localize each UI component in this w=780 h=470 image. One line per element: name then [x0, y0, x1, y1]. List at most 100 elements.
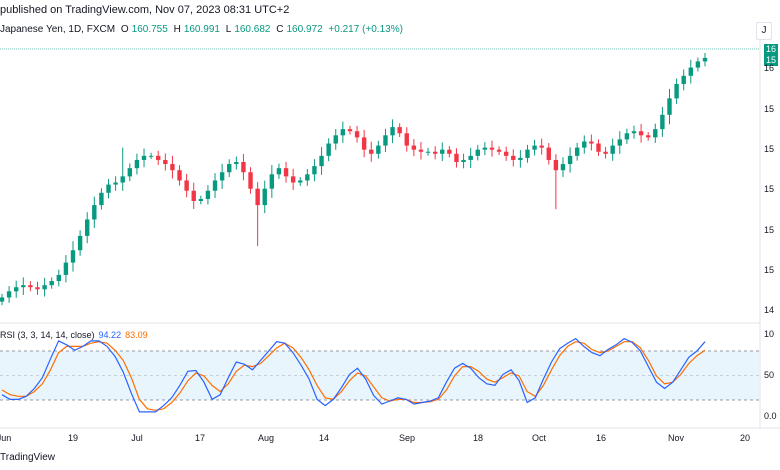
candle-body[interactable]: [77, 235, 83, 251]
candle-body[interactable]: [496, 149, 502, 152]
candle-body[interactable]: [482, 147, 488, 150]
candle-body[interactable]: [85, 219, 90, 236]
candle-body[interactable]: [567, 155, 573, 165]
candle-body[interactable]: [113, 182, 118, 185]
candle-body[interactable]: [28, 285, 33, 288]
candle-body[interactable]: [447, 149, 452, 154]
candle-body[interactable]: [319, 155, 324, 167]
candle-body[interactable]: [397, 127, 402, 134]
candle-body[interactable]: [546, 147, 551, 160]
candle-body[interactable]: [489, 147, 495, 150]
candle-body[interactable]: [369, 149, 374, 154]
candle-body[interactable]: [6, 291, 12, 298]
candle-body[interactable]: [695, 61, 701, 68]
candle-body[interactable]: [326, 143, 331, 156]
candle-body[interactable]: [120, 176, 125, 183]
candle-body[interactable]: [361, 137, 367, 150]
candle-body[interactable]: [582, 141, 587, 148]
candle-body[interactable]: [14, 287, 19, 292]
candle-body[interactable]: [617, 139, 622, 146]
candle-body[interactable]: [205, 190, 211, 199]
candle-body[interactable]: [653, 129, 658, 138]
candle-body[interactable]: [248, 172, 253, 189]
candle-body[interactable]: [283, 168, 289, 177]
candle-body[interactable]: [305, 174, 310, 181]
candle-body[interactable]: [638, 131, 644, 136]
candle-body[interactable]: [560, 164, 566, 171]
candle-body[interactable]: [92, 205, 97, 220]
candle-body[interactable]: [56, 274, 62, 282]
candle-body[interactable]: [574, 147, 580, 156]
candle-body[interactable]: [553, 159, 559, 171]
candle-body[interactable]: [106, 184, 111, 193]
candle-body[interactable]: [212, 180, 218, 191]
candle-body[interactable]: [333, 135, 338, 144]
candle-body[interactable]: [511, 155, 516, 160]
candle-body[interactable]: [589, 141, 594, 144]
candle-body[interactable]: [42, 285, 47, 290]
candle-body[interactable]: [425, 151, 431, 153]
candle-body[interactable]: [383, 135, 388, 146]
candle-body[interactable]: [227, 164, 232, 173]
candle-body[interactable]: [312, 166, 317, 175]
candle-body[interactable]: [184, 180, 189, 191]
candle-body[interactable]: [340, 129, 346, 136]
candle-body[interactable]: [660, 114, 665, 130]
candle-body[interactable]: [596, 143, 601, 152]
candle-body[interactable]: [645, 135, 651, 138]
candle-body[interactable]: [298, 180, 303, 183]
candle-body[interactable]: [141, 155, 147, 160]
candle-body[interactable]: [525, 149, 530, 158]
candle-body[interactable]: [170, 164, 175, 171]
candle-body[interactable]: [347, 129, 353, 132]
candle-body[interactable]: [63, 262, 69, 275]
candle-body[interactable]: [503, 151, 509, 156]
candle-body[interactable]: [610, 145, 615, 154]
candle-body[interactable]: [631, 131, 637, 134]
candle-body[interactable]: [468, 155, 473, 160]
candle-body[interactable]: [70, 250, 76, 263]
candle-body[interactable]: [702, 57, 708, 62]
candle-body[interactable]: [539, 145, 544, 148]
candle-body[interactable]: [667, 98, 672, 115]
candle-body[interactable]: [681, 75, 686, 84]
candle-body[interactable]: [49, 281, 54, 286]
candle-body[interactable]: [163, 159, 168, 165]
price-pane[interactable]: [0, 40, 760, 323]
candle-body[interactable]: [390, 127, 395, 136]
candle-body[interactable]: [198, 198, 204, 201]
candle-body[interactable]: [241, 162, 246, 173]
candle-body[interactable]: [191, 190, 196, 201]
candle-body[interactable]: [432, 151, 438, 154]
candle-body[interactable]: [354, 131, 360, 138]
candle-body[interactable]: [0, 297, 5, 302]
candle-body[interactable]: [99, 192, 104, 206]
candle-body[interactable]: [376, 145, 381, 154]
candle-body[interactable]: [461, 159, 466, 162]
candle-body[interactable]: [21, 285, 26, 288]
candle-body[interactable]: [454, 153, 459, 162]
candle-body[interactable]: [674, 84, 679, 99]
candle-body[interactable]: [290, 176, 296, 183]
candle-body[interactable]: [603, 151, 608, 154]
candle-body[interactable]: [276, 168, 282, 175]
candle-body[interactable]: [148, 155, 154, 157]
candle-body[interactable]: [234, 162, 239, 165]
candle-body[interactable]: [418, 149, 424, 152]
candle-body[interactable]: [127, 168, 133, 177]
candle-body[interactable]: [177, 170, 182, 181]
candle-body[interactable]: [269, 174, 275, 189]
candle-body[interactable]: [624, 133, 630, 140]
candle-body[interactable]: [532, 145, 537, 150]
top-right-button[interactable]: J: [756, 22, 772, 40]
candle-body[interactable]: [404, 133, 409, 146]
candle-body[interactable]: [35, 287, 40, 290]
candle-body[interactable]: [134, 159, 140, 169]
candle-body[interactable]: [219, 172, 225, 181]
candle-body[interactable]: [255, 188, 260, 206]
candle-body[interactable]: [411, 145, 417, 150]
candle-body[interactable]: [518, 157, 523, 160]
candle-body[interactable]: [262, 188, 267, 206]
candle-body[interactable]: [156, 155, 161, 160]
